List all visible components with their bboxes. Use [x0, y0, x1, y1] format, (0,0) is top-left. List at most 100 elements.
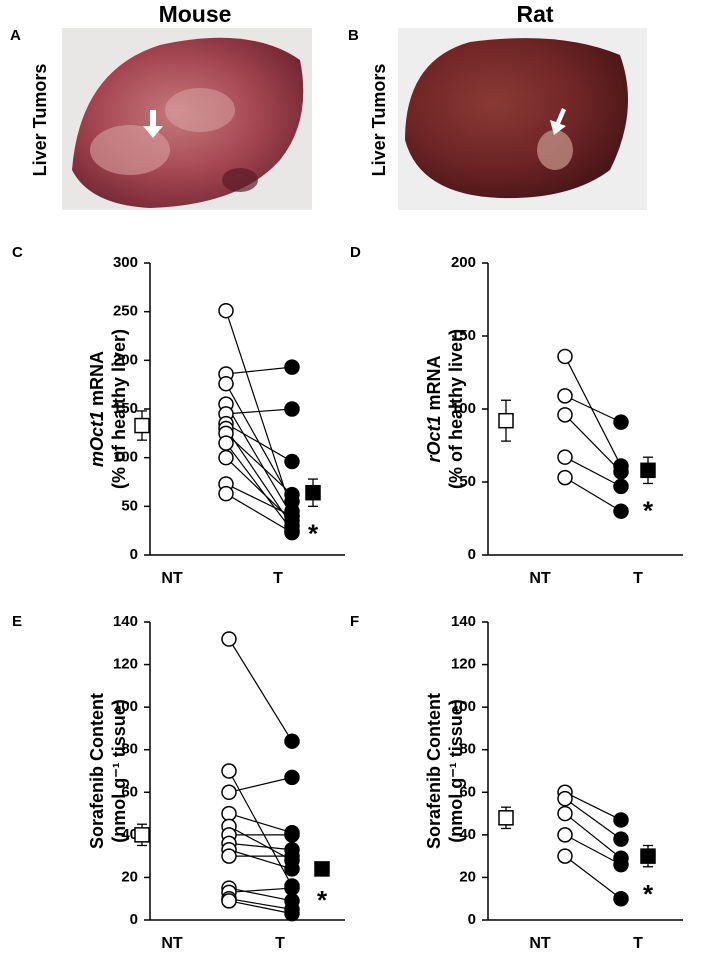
t-point [284, 453, 300, 470]
x-tick-label: T [273, 570, 283, 587]
pair-line [564, 791, 622, 821]
pair-line [564, 798, 622, 840]
t-point [284, 733, 300, 749]
t-point [613, 812, 629, 828]
y-axis-label-part: Sorafenib Content [87, 693, 107, 849]
tumor [537, 130, 573, 170]
pair-line [564, 834, 622, 866]
y-tick-label: 0 [130, 911, 138, 928]
t-point [613, 856, 629, 873]
column-title: Mouse [159, 1, 232, 27]
nt-point [218, 375, 234, 392]
y-axis-label-part: mOct1 [87, 411, 107, 467]
pair-line [228, 776, 293, 793]
nt-point [218, 302, 234, 319]
nt-point [218, 435, 234, 451]
x-tick-label: NT [529, 570, 551, 587]
y-axis-label-part: Sorafenib Content [424, 693, 444, 849]
nt-point [221, 631, 237, 647]
tumor [90, 125, 170, 175]
pair-line [564, 395, 622, 423]
y-axis-label-part: mRNA [424, 355, 444, 410]
arrow [143, 110, 163, 138]
significance-mark: * [643, 879, 654, 909]
y-axis-label: (% of healthy liver) [446, 329, 466, 489]
y-tick-label: 200 [451, 254, 476, 271]
t-point [284, 359, 300, 375]
panel-letter: E [12, 613, 22, 630]
mean-marker [134, 417, 150, 434]
pair-line [564, 813, 622, 859]
panel-letter: B [348, 27, 359, 44]
mean-marker [314, 861, 330, 877]
pair-line [225, 408, 293, 415]
t-point [284, 769, 300, 786]
panel-letter: A [10, 27, 21, 44]
y-tick-label: 120 [451, 656, 476, 673]
y-axis-label: (nmol g⁻¹ tissue) [109, 699, 129, 843]
photo-caption: Liver Tumors [30, 64, 50, 177]
pair-line [564, 456, 622, 487]
pair-line [228, 898, 293, 910]
t-point [284, 848, 300, 864]
y-axis-label: mOct1 mRNA [87, 351, 107, 467]
y-tick-label: 40 [459, 826, 476, 843]
y-axis-label: (% of healthy liver) [109, 329, 129, 489]
nt-point [557, 848, 573, 864]
nt-point [557, 449, 573, 465]
t-point [284, 486, 300, 503]
pair-line [225, 442, 293, 532]
t-point [613, 890, 629, 907]
pair-line [564, 855, 622, 900]
x-tick-label: NT [161, 935, 183, 952]
significance-mark: * [317, 885, 328, 915]
y-axis-label: rOct1 mRNA [424, 355, 444, 462]
y-axis-label: (nmol g⁻¹ tissue) [446, 699, 466, 843]
y-tick-label: 20 [121, 868, 138, 885]
pair-line [228, 638, 293, 742]
y-tick-label: 60 [121, 783, 138, 800]
t-point [284, 508, 300, 524]
y-tick-label: 80 [459, 741, 476, 758]
y-tick-label: 40 [121, 826, 138, 843]
pair-line [225, 493, 293, 534]
pair-line [228, 825, 293, 861]
y-tick-label: 100 [113, 698, 138, 715]
photo-caption: Liver Tumors [369, 64, 389, 177]
pair-line [228, 887, 293, 902]
panel-letter: C [12, 244, 23, 261]
pair-line [225, 366, 293, 375]
column-title: Rat [516, 1, 553, 27]
nt-point [557, 388, 573, 404]
y-axis-label-part: (% of healthy liver) [109, 329, 129, 489]
t-point [284, 861, 300, 877]
y-tick-label: 80 [121, 741, 138, 758]
t-point [613, 503, 629, 519]
y-axis-label-part: (nmol g⁻¹ tissue) [109, 699, 129, 843]
y-tick-label: 0 [468, 546, 476, 563]
y-tick-label: 20 [459, 868, 476, 885]
nt-point [557, 790, 573, 807]
tumor [165, 88, 235, 132]
y-tick-label: 300 [113, 254, 138, 271]
t-point [284, 905, 300, 922]
nt-point [218, 449, 234, 466]
arrow [550, 108, 566, 135]
nt-point [557, 827, 573, 843]
t-point [613, 414, 629, 430]
panel-letter: F [350, 613, 359, 630]
y-axis-label-part: (nmol g⁻¹ tissue) [446, 699, 466, 843]
pair-line [225, 423, 293, 463]
nt-point [557, 348, 573, 365]
photo [62, 28, 312, 210]
y-tick-label: 150 [113, 400, 138, 417]
t-point [284, 880, 300, 896]
y-tick-label: 140 [451, 613, 476, 630]
x-tick-label: T [275, 935, 285, 952]
t-point [613, 478, 629, 495]
pair-line [228, 900, 293, 915]
t-point [613, 464, 629, 480]
mean-marker [498, 810, 514, 826]
nt-point [221, 763, 237, 779]
mean-marker [134, 827, 150, 843]
